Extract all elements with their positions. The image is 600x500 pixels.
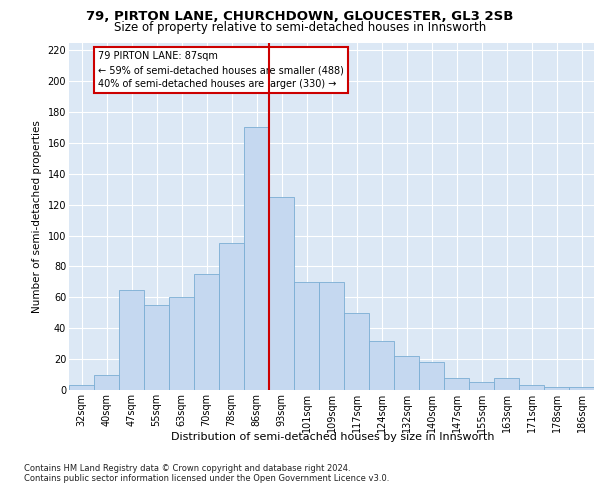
Bar (119, 290, 144, 390)
Bar (569, 387, 594, 390)
Text: 79, PIRTON LANE, CHURCHDOWN, GLOUCESTER, GL3 2SB: 79, PIRTON LANE, CHURCHDOWN, GLOUCESTER,… (86, 10, 514, 23)
Bar (69, 386, 94, 390)
Bar (94, 374, 119, 390)
Bar (544, 387, 569, 390)
Bar (144, 305, 169, 390)
Text: Distribution of semi-detached houses by size in Innsworth: Distribution of semi-detached houses by … (171, 432, 495, 442)
Bar (194, 274, 219, 390)
Bar (394, 356, 419, 390)
Bar (294, 282, 319, 390)
Bar (519, 386, 544, 390)
Bar (319, 282, 344, 390)
Bar (469, 382, 494, 390)
Bar (419, 362, 444, 390)
Bar (494, 378, 519, 390)
Text: Contains public sector information licensed under the Open Government Licence v3: Contains public sector information licen… (24, 474, 389, 483)
Text: 79 PIRTON LANE: 87sqm
← 59% of semi-detached houses are smaller (488)
40% of sem: 79 PIRTON LANE: 87sqm ← 59% of semi-deta… (98, 51, 344, 89)
Bar (344, 313, 369, 390)
Bar (369, 340, 394, 390)
Bar (219, 244, 244, 390)
Bar (169, 298, 194, 390)
Text: Size of property relative to semi-detached houses in Innsworth: Size of property relative to semi-detach… (114, 22, 486, 35)
Text: Contains HM Land Registry data © Crown copyright and database right 2024.: Contains HM Land Registry data © Crown c… (24, 464, 350, 473)
Bar (244, 128, 269, 390)
Y-axis label: Number of semi-detached properties: Number of semi-detached properties (32, 120, 42, 312)
Bar (444, 378, 469, 390)
Bar (269, 197, 294, 390)
